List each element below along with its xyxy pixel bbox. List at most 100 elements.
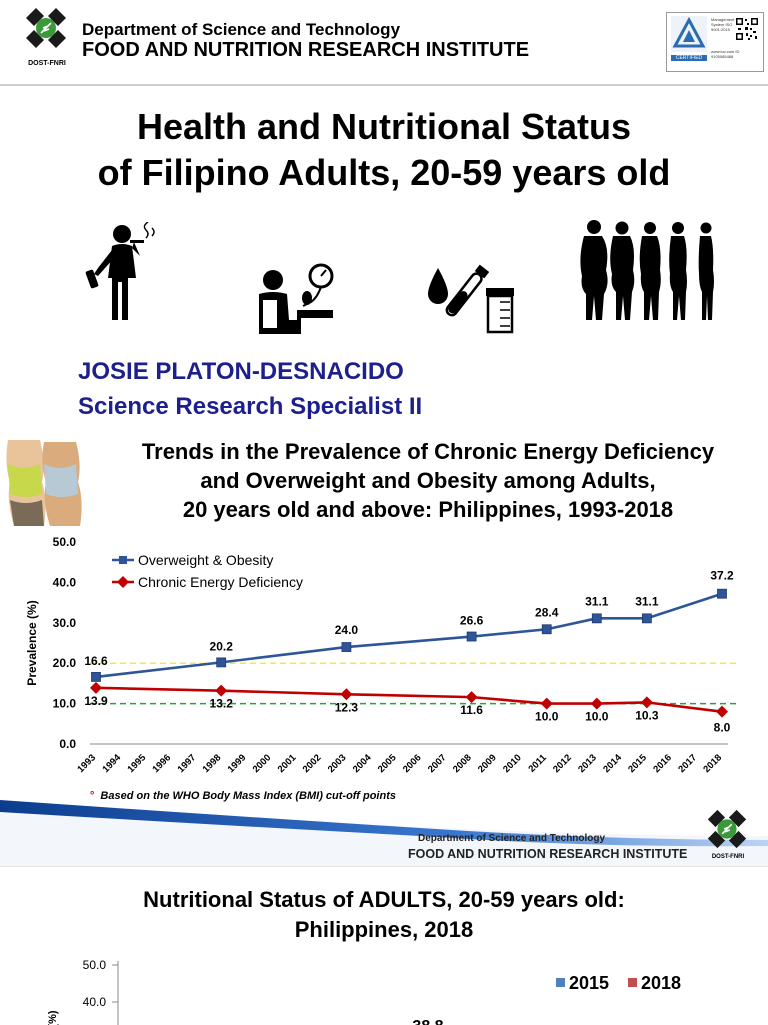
data-label: 10.0 — [535, 710, 559, 724]
smoking-man-icon — [85, 222, 155, 320]
data-point — [641, 613, 652, 624]
data-point — [541, 624, 552, 635]
data-point — [90, 681, 102, 694]
nutrition-title-line-2: Philippines, 2018 — [294, 917, 474, 942]
data-point — [340, 688, 353, 701]
data-label: 24.0 — [335, 623, 359, 637]
data-point — [465, 691, 478, 704]
data-point — [216, 657, 227, 668]
x-tick-label: 1999 — [226, 752, 249, 775]
data-label: 20.2 — [210, 639, 234, 653]
data-label: 37.2 — [710, 569, 734, 583]
blood-pressure-icon — [259, 263, 334, 334]
institute-name: FOOD AND NUTRITION RESEARCH INSTITUTE — [82, 39, 530, 61]
legend-label: Overweight & Obesity — [138, 552, 273, 568]
x-tick-label: 2015 — [626, 752, 649, 775]
legend-label: Chronic Energy Deficiency — [138, 574, 303, 590]
y-tick-label: 20.0 — [53, 656, 77, 670]
data-label: 26.6 — [460, 614, 484, 628]
legend-marker — [117, 576, 129, 588]
data-point — [716, 705, 728, 718]
data-label: 10.0 — [585, 710, 609, 724]
fnri-footer-logo-icon — [707, 809, 747, 849]
y-tick-label: 30.0 — [53, 616, 77, 630]
x-tick-label: 2018 — [701, 752, 724, 775]
x-tick-label: 2017 — [676, 752, 699, 775]
data-point — [91, 672, 101, 682]
data-label: 11.6 — [460, 703, 483, 717]
x-tick-label: 2002 — [301, 752, 324, 775]
data-label: 12.3 — [335, 700, 359, 714]
author-name: JOSIE PLATON-DESNACIDO — [78, 358, 404, 385]
legend-swatch — [556, 978, 565, 987]
data-label: 13.2 — [210, 697, 234, 711]
legend-entry: Overweight & Obesity — [112, 552, 273, 568]
x-tick-label: 2006 — [401, 752, 424, 775]
data-point — [466, 631, 477, 642]
series-line — [95, 686, 723, 713]
footnote: ° Based on the WHO Body Mass Index (BMI) … — [90, 790, 396, 802]
x-tick-label: 2008 — [451, 752, 474, 775]
data-label: 13.9 — [84, 694, 108, 708]
footer-institute-name: FOOD AND NUTRITION RESEARCH INSTITUTE — [408, 847, 688, 861]
trends-slide: Trends in the Prevalence of Chronic Ener… — [0, 430, 768, 866]
x-tick-label: 1997 — [176, 752, 199, 775]
data-label: 10.3 — [635, 708, 659, 722]
blood-and-urine-sample-icon — [428, 264, 514, 334]
chart-title-line-3: 20 years old and above: Philippines, 199… — [182, 497, 674, 522]
title-slide: DOST-FNRI Department of Science and Tech… — [0, 0, 768, 425]
x-tick-label: 2014 — [601, 752, 624, 775]
data-point — [540, 697, 553, 710]
data-label: 31.1 — [585, 594, 609, 608]
author-role: Science Research Specialist II — [78, 393, 423, 420]
x-tick-label: 1995 — [125, 752, 148, 775]
legend-label: 2015 — [569, 973, 609, 993]
y-axis-label: Prevalence (%) — [25, 600, 39, 685]
title-line-1: Health and Nutritional Status — [136, 106, 632, 147]
fnri-logo-icon — [22, 4, 70, 52]
data-label: 31.1 — [635, 594, 659, 608]
prevalence-trend-chart: 0.0 10.0 20.0 30.0 40.0 50.0 Prevalence (%) 199… — [25, 535, 736, 775]
x-tick-label: 2007 — [426, 752, 449, 775]
legend-entry: Chronic Energy Deficiency — [112, 574, 303, 590]
x-tick-label: 1996 — [151, 752, 174, 775]
x-tick-label: 2000 — [251, 752, 274, 775]
header-divider — [0, 84, 768, 86]
legend-swatch — [628, 978, 637, 987]
logo-caption: DOST-FNRI — [28, 60, 66, 67]
x-tick-label: 1998 — [201, 752, 224, 775]
x-tick-label: 2003 — [326, 752, 349, 775]
x-tick-label: 1993 — [75, 752, 98, 775]
x-tick-label: 2016 — [651, 752, 674, 775]
y-tick-label: 40.0 — [83, 995, 107, 1009]
y-tick-label: 50.0 — [83, 958, 107, 972]
footnote-text: Based on the WHO Body Mass Index (BMI) c… — [100, 790, 396, 802]
x-tick-label: 1994 — [100, 752, 123, 775]
data-label: 28.4 — [535, 605, 559, 619]
x-tick-label: 2011 — [526, 752, 549, 775]
footnote-marker: ° — [90, 790, 95, 802]
trends-chart-title: Trends in the Prevalence of Chronic Ener… — [88, 437, 768, 524]
blue-wave-decoration — [0, 800, 768, 866]
legend-label: 2018 — [641, 973, 681, 993]
data-point — [590, 697, 603, 710]
data-label: 38.8 — [412, 1018, 443, 1025]
x-tick-label: 2009 — [476, 752, 499, 775]
certification-badge: CERTIFIED Management System ISO 9001:201… — [666, 12, 764, 72]
x-tick-label: 2001 — [276, 752, 299, 775]
y-tick-label: 0.0 — [59, 737, 76, 751]
y-tick-label: 50.0 — [53, 535, 77, 549]
presentation-title: Health and Nutritional Status of Filipin… — [0, 104, 768, 196]
y-tick-label: 10.0 — [53, 697, 77, 711]
data-label: 16.6 — [84, 654, 108, 668]
nutrition-bar-chart: 50.0 40.0 (%) 2015 2018 38.8 — [47, 958, 681, 1025]
nutrition-status-slide: Nutritional Status of ADULTS, 20-59 year… — [0, 866, 768, 1025]
title-line-2: of Filipino Adults, 20-59 years old — [97, 152, 671, 193]
x-tick-label: 2013 — [576, 752, 599, 775]
chart-title-line-2: and Overweight and Obesity among Adults, — [200, 468, 656, 493]
data-point — [717, 588, 727, 599]
certification-text: Management System ISO 9001:2015 — [711, 17, 735, 32]
qr-code-icon — [735, 17, 759, 41]
body-silhouettes-icon — [580, 220, 714, 320]
series-line — [95, 592, 723, 679]
